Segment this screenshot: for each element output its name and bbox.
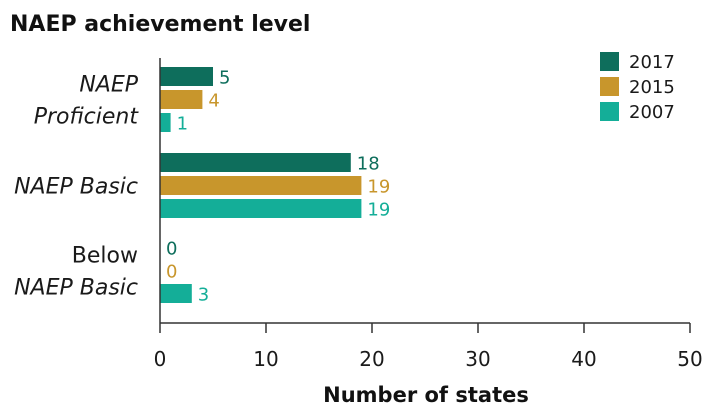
category-label-0: NAEP Proficient: [34, 73, 140, 130]
x-axis-label: Number of states: [323, 383, 529, 407]
value-label-1-2017: 18: [357, 154, 380, 175]
value-label-1-2007: 19: [367, 200, 390, 221]
bar-0-2015: [160, 90, 203, 109]
bar-0-2017: [160, 67, 213, 86]
value-label-2-2007: 3: [198, 285, 209, 306]
bar-1-2017: [160, 153, 351, 172]
x-tick-label-20: 20: [359, 347, 384, 371]
category-label-2: Below NAEP Basic: [14, 244, 138, 301]
value-label-1-2015: 19: [367, 177, 390, 198]
x-tick-label-10: 10: [253, 347, 278, 371]
legend-label-2007: 2007: [629, 102, 675, 123]
x-tick-label-30: 30: [465, 347, 490, 371]
category-label-1: NAEP Basic: [14, 175, 138, 200]
legend-label-2017: 2017: [629, 52, 675, 73]
bar-1-2015: [160, 176, 362, 195]
x-tick-label-40: 40: [571, 347, 596, 371]
legend-label-2015: 2015: [629, 77, 675, 98]
chart-title: NAEP achievement level: [10, 12, 310, 37]
value-label-0-2007: 1: [177, 114, 188, 135]
value-label-0-2017: 5: [219, 68, 230, 89]
x-tick-label-0: 0: [154, 347, 167, 371]
bar-1-2007: [160, 199, 362, 218]
legend-swatch-2017: [600, 52, 619, 71]
bar-2-2007: [160, 284, 192, 303]
value-label-2-2017: 0: [166, 239, 177, 260]
legend-swatch-2015: [600, 77, 619, 96]
x-tick-label-50: 50: [677, 347, 702, 371]
value-label-0-2015: 4: [208, 91, 219, 112]
legend-swatch-2007: [600, 102, 619, 121]
bar-0-2007: [160, 113, 171, 132]
value-label-2-2015: 0: [166, 262, 177, 283]
